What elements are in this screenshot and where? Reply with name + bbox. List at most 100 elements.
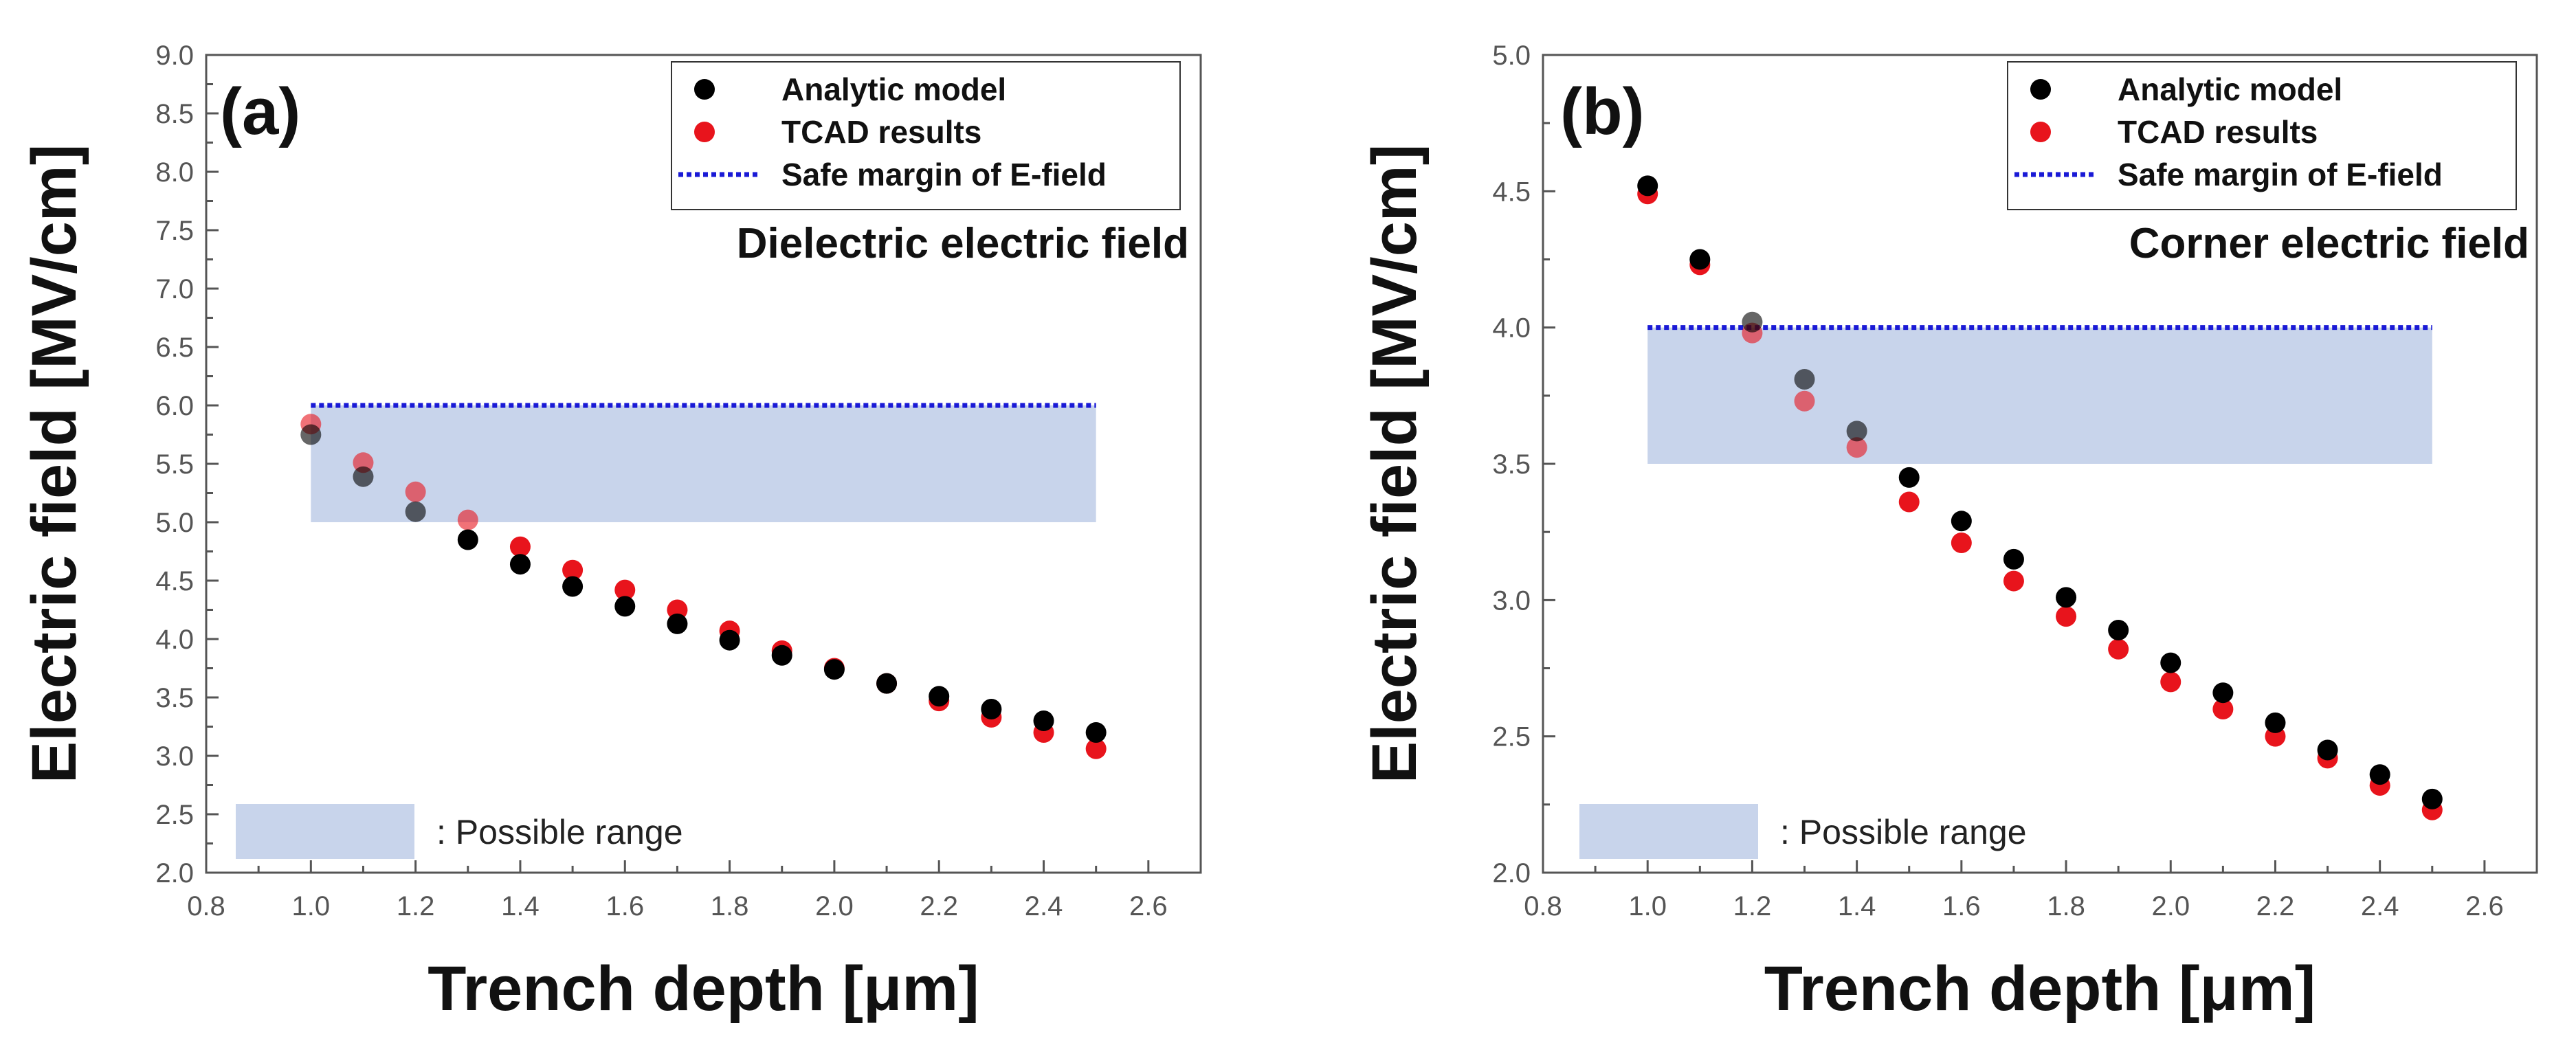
analytic-point	[929, 686, 950, 707]
possible-range-swatch	[236, 804, 414, 859]
analytic-point	[1846, 421, 1867, 442]
tcad-point	[457, 509, 478, 530]
tcad-point	[1951, 533, 1972, 554]
legend-box	[2007, 61, 2517, 210]
y-tick-label: 9.0	[155, 41, 194, 71]
legend-label: TCAD results	[781, 114, 981, 150]
analytic-point	[1742, 311, 1763, 333]
legend-label: TCAD results	[2118, 114, 2318, 150]
y-axis-label: Electric field [MV/cm]	[19, 144, 89, 783]
tcad-point	[405, 481, 426, 502]
panel-annotation: Corner electric field	[2129, 220, 2529, 267]
tcad-point	[1794, 390, 1815, 412]
analytic-point	[2056, 587, 2077, 608]
y-tick-label: 6.0	[155, 391, 194, 421]
x-tick-label: 2.0	[815, 891, 854, 921]
analytic-point	[353, 466, 374, 487]
analytic-point	[2421, 788, 2443, 809]
tcad-point	[562, 559, 584, 581]
tcad-point	[2003, 570, 2024, 592]
x-tick-label: 1.0	[292, 891, 331, 921]
y-tick-label: 2.5	[155, 800, 194, 830]
y-tick-label: 3.0	[1492, 585, 1531, 616]
y-tick-label: 7.5	[155, 216, 194, 246]
x-tick-label: 1.2	[1733, 891, 1772, 921]
x-tick-label: 2.6	[2465, 891, 2504, 921]
legend-marker	[2030, 122, 2051, 142]
possible-range-area	[1647, 327, 2432, 464]
legend-label: Analytic model	[2118, 71, 2342, 107]
analytic-point	[300, 424, 322, 445]
possible-range-swatch	[1579, 804, 1758, 859]
possible-range-area	[311, 405, 1096, 522]
analytic-point	[1689, 249, 1711, 270]
tcad-point	[2212, 699, 2234, 719]
analytic-point	[1794, 369, 1815, 390]
y-tick-label: 8.0	[155, 157, 194, 188]
x-tick-label: 1.4	[501, 891, 540, 921]
y-tick-label: 5.0	[155, 508, 194, 538]
y-tick-label: 2.5	[1492, 722, 1531, 752]
tcad-point	[2108, 638, 2129, 660]
analytic-point	[2212, 682, 2234, 704]
tcad-point	[509, 536, 531, 557]
analytic-point	[1085, 722, 1107, 743]
legend-label: Safe margin of E-field	[2118, 157, 2443, 192]
analytic-point	[876, 673, 898, 694]
y-tick-label: 8.5	[155, 99, 194, 129]
x-tick-label: 2.0	[2151, 891, 2190, 921]
analytic-point	[405, 501, 426, 522]
legend-marker	[694, 122, 715, 142]
x-tick-label: 2.2	[2256, 891, 2295, 921]
y-tick-label: 3.5	[155, 683, 194, 713]
y-tick-label: 3.0	[155, 741, 194, 772]
x-tick-label: 2.4	[2361, 891, 2399, 921]
y-tick-label: 5.5	[155, 449, 194, 480]
analytic-point	[2317, 739, 2338, 761]
tcad-point	[1085, 738, 1107, 759]
analytic-point	[719, 629, 740, 651]
tcad-point	[1846, 437, 1867, 458]
tcad-point	[1898, 491, 1920, 513]
analytic-point	[509, 554, 531, 575]
x-tick-label: 2.4	[1025, 891, 1063, 921]
legend-label: Safe margin of E-field	[781, 157, 1107, 192]
analytic-point	[1033, 710, 1054, 731]
analytic-point	[2003, 548, 2024, 570]
y-tick-label: 5.0	[1492, 41, 1531, 71]
legend-label: Analytic model	[781, 71, 1006, 107]
y-tick-label: 4.5	[155, 566, 194, 596]
x-axis-label: Trench depth [μm]	[1764, 954, 2316, 1024]
y-tick-label: 4.0	[1492, 313, 1531, 344]
analytic-point	[1637, 175, 1658, 197]
y-tick-label: 6.5	[155, 333, 194, 363]
y-tick-label: 3.5	[1492, 449, 1531, 480]
chart-panel-b: 0.8 1.0 1.2 1.4 1.6 1.8 2.0 2.2 2.4 2.6 2.0 2.5 3.0 3…	[1359, 41, 2538, 1024]
x-tick-label: 1.6	[606, 891, 644, 921]
legend-box	[671, 61, 1181, 210]
analytic-point	[771, 645, 792, 666]
x-tick-label: 1.8	[2047, 891, 2085, 921]
x-tick-label: 1.6	[1942, 891, 1981, 921]
possible-range-label: : Possible range	[1780, 813, 2027, 851]
y-tick-label: 7.0	[155, 274, 194, 304]
x-axis-label: Trench depth [μm]	[428, 954, 979, 1024]
x-tick-label: 0.8	[187, 891, 225, 921]
analytic-point	[667, 613, 688, 634]
analytic-point	[981, 699, 1002, 719]
x-tick-label: 1.8	[711, 891, 749, 921]
x-tick-label: 2.6	[1129, 891, 1168, 921]
analytic-point	[614, 596, 636, 617]
legend-marker	[694, 79, 715, 100]
possible-range-label: : Possible range	[436, 813, 683, 851]
analytic-point	[2160, 652, 2181, 673]
tcad-point	[614, 579, 636, 601]
chart-panel-a: 0.8 1.0 1.2 1.4 1.6 1.8 2.0 2.2 2.4 2.6 2.0 2.5 3.0 3…	[19, 41, 1202, 1024]
analytic-point	[823, 659, 845, 680]
analytic-point	[562, 576, 584, 597]
analytic-point	[1951, 511, 1972, 532]
panel-annotation: Dielectric electric field	[737, 220, 1189, 267]
x-tick-label: 1.2	[397, 891, 435, 921]
tcad-point	[2056, 606, 2077, 627]
